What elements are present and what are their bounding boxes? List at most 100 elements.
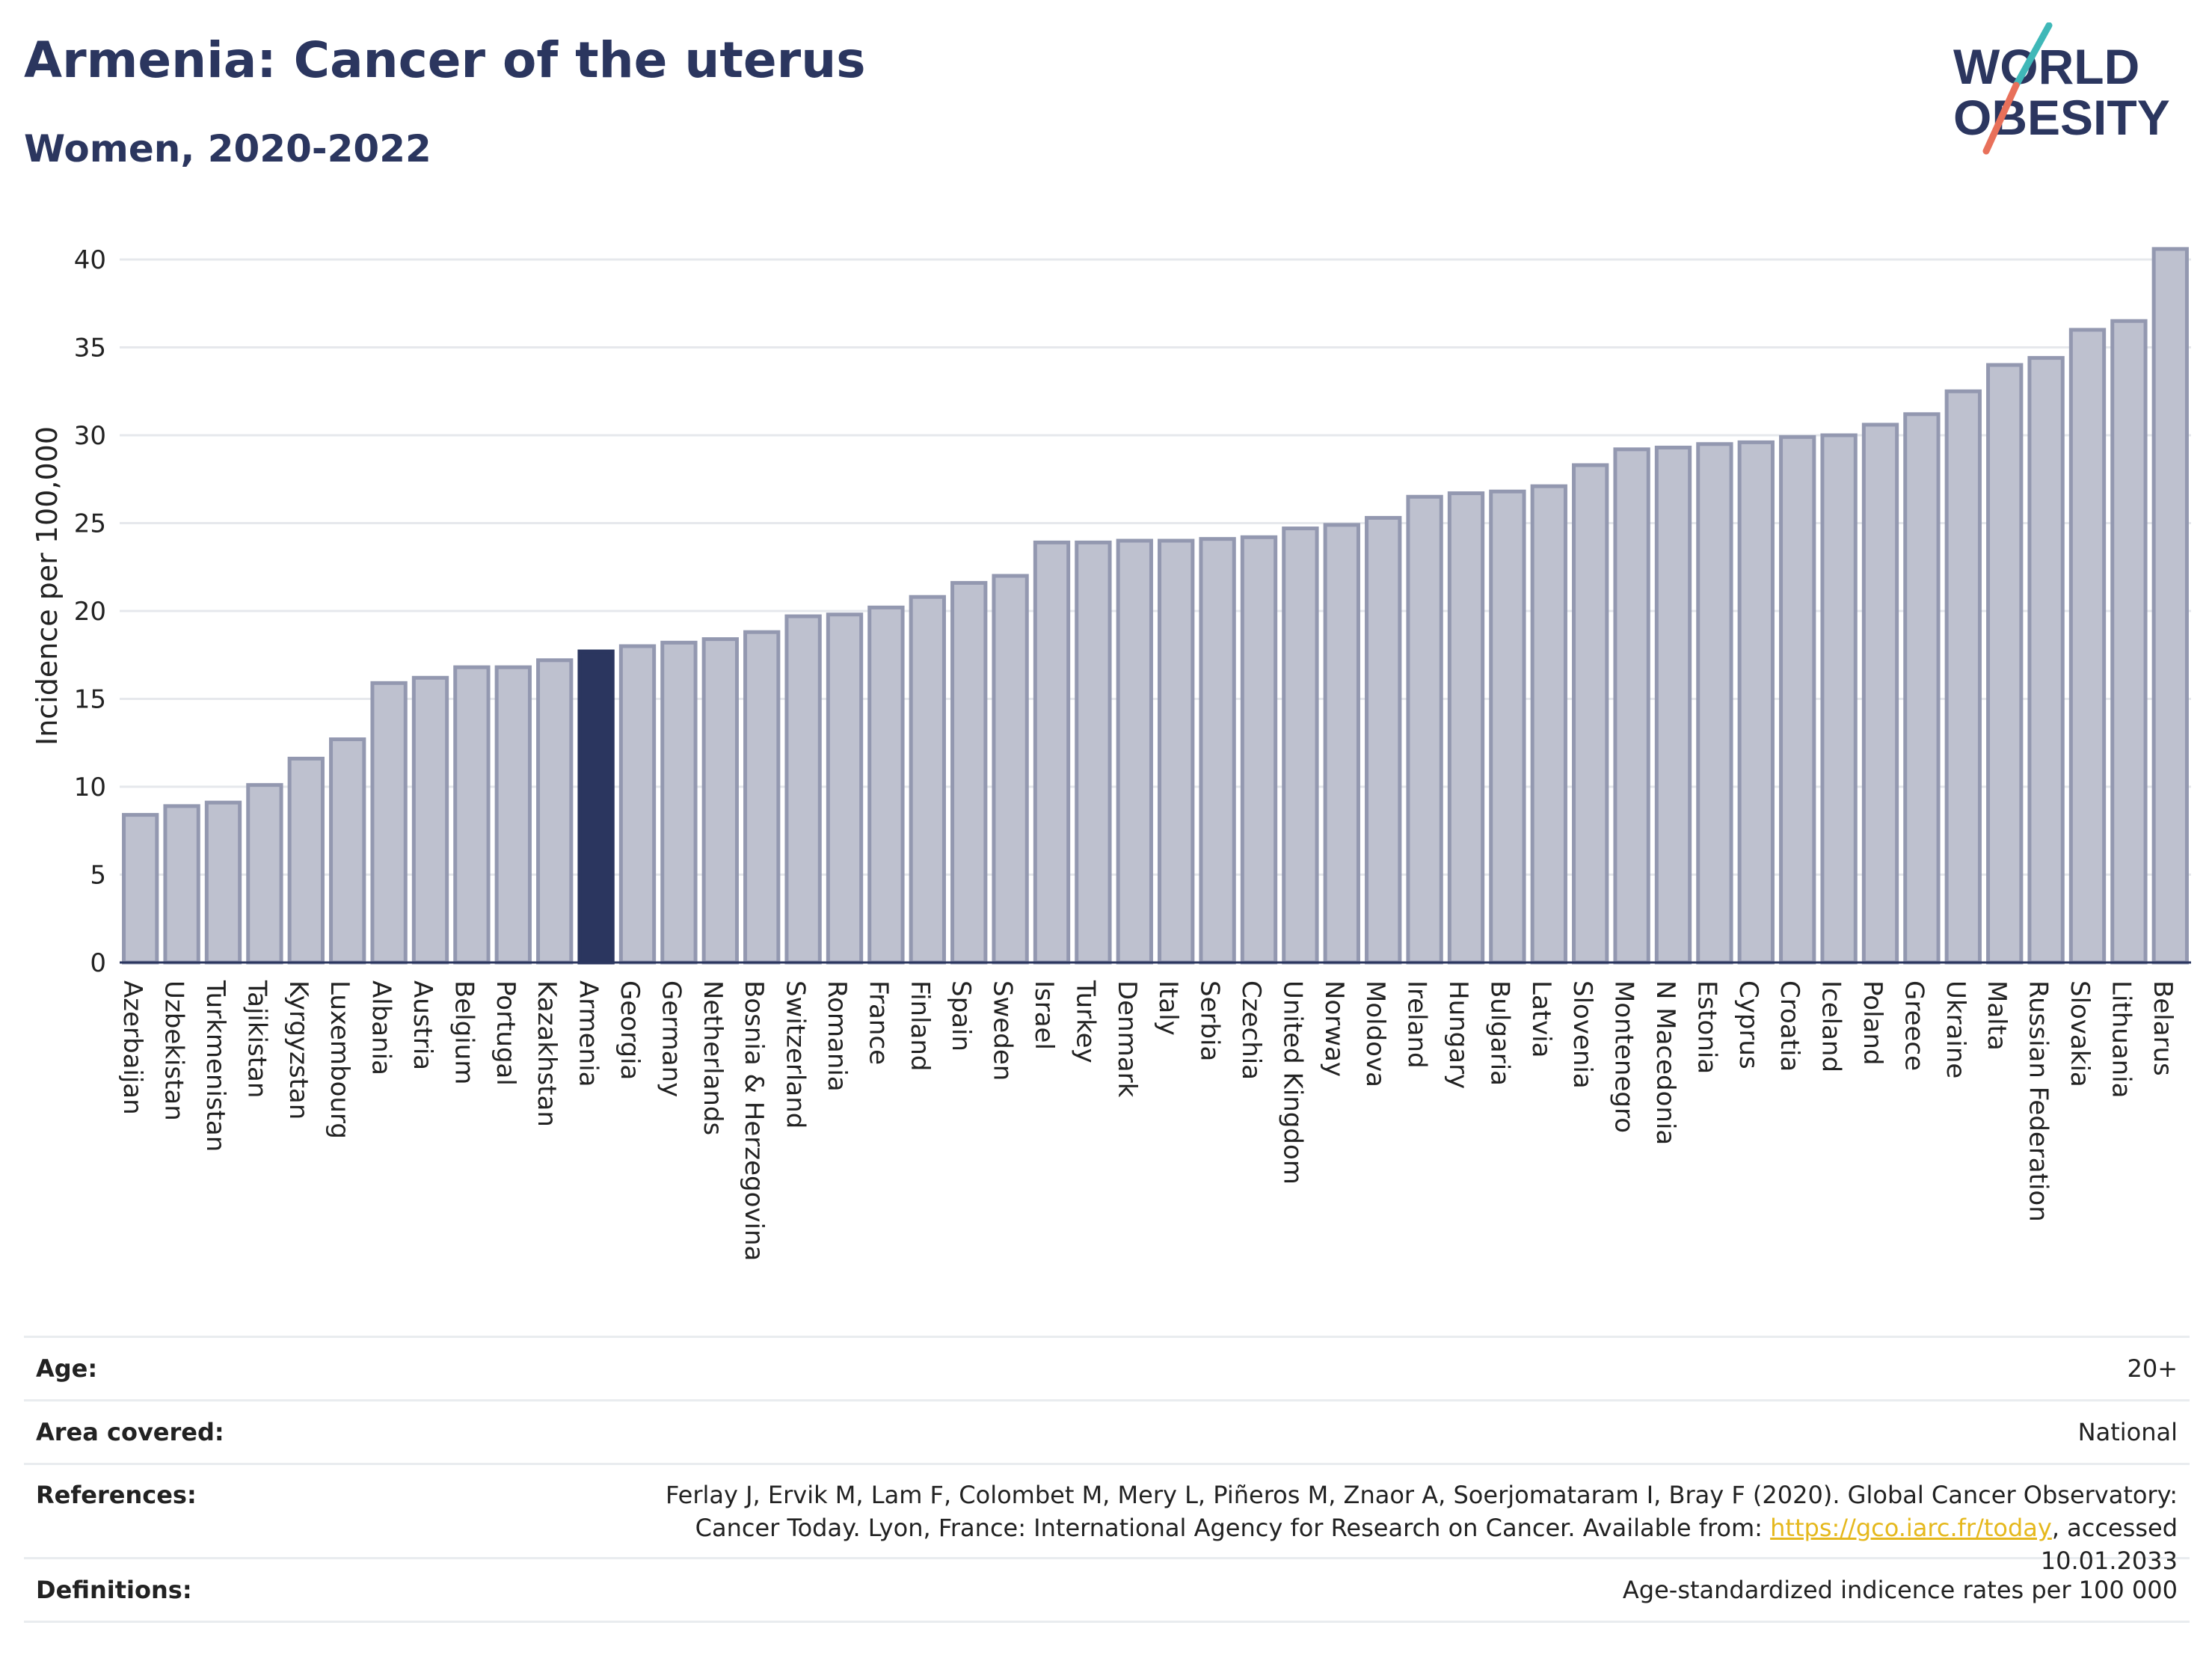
page-title: Armenia: Cancer of the uterus (24, 31, 866, 89)
references-suffix: , accessed 10.01.2033 (2040, 1514, 2178, 1575)
x-tick-label: Azerbaijan (117, 980, 147, 1115)
bar-italy[interactable] (1158, 538, 1195, 965)
meta-row-age: Age: 20+ (24, 1336, 2190, 1399)
x-tick-label: Tajikistan (242, 980, 271, 1098)
bar-n-macedonia[interactable] (1654, 445, 1692, 965)
x-tick-label: Albania (366, 980, 396, 1075)
meta-row-definitions: Definitions: Age-standardized indicence … (24, 1557, 2190, 1623)
bar-cyprus[interactable] (1737, 440, 1775, 965)
references-value: Ferlay J, Ervik M, Lam F, Colombet M, Me… (607, 1479, 2190, 1577)
x-tick-label: Belgium (449, 980, 479, 1084)
x-tick-label: Lithuania (2106, 980, 2136, 1098)
bar-azerbaijan[interactable] (122, 813, 159, 965)
y-tick-label: 15 (74, 685, 106, 715)
x-tick-label: Malta (1982, 980, 2012, 1051)
bar-austria[interactable] (411, 675, 449, 965)
x-tick-label: Armenia (574, 980, 603, 1087)
x-tick-label: Croatia (1775, 980, 1804, 1072)
bar-finland[interactable] (909, 595, 946, 965)
references-label: References: (36, 1481, 197, 1509)
x-tick-label: Kyrgyzstan (283, 980, 313, 1120)
bar-hungary[interactable] (1447, 491, 1485, 965)
bar-slovakia[interactable] (2068, 328, 2107, 965)
y-tick-label: 5 (90, 861, 106, 891)
bar-greece[interactable] (1903, 412, 1941, 965)
bar-denmark[interactable] (1116, 538, 1153, 965)
bar-albania[interactable] (370, 681, 408, 965)
bar-moldova[interactable] (1365, 515, 1402, 965)
x-tick-label: Belarus (2148, 980, 2178, 1076)
x-tick-label: Norway (1319, 980, 1349, 1077)
bar-germany[interactable] (660, 640, 698, 965)
bar-uzbekistan[interactable] (163, 804, 200, 965)
bar-czechia[interactable] (1240, 535, 1278, 965)
x-tick-label: Georgia (615, 980, 645, 1080)
x-tick-label: Czechia (1236, 980, 1266, 1080)
logo-line1: WORLD (1953, 39, 2139, 94)
y-tick-label: 30 (74, 421, 106, 451)
bar-slovenia[interactable] (1572, 463, 1609, 965)
bar-portugal[interactable] (494, 665, 532, 965)
x-tick-label: Moldova (1360, 980, 1390, 1087)
bar-tajikistan[interactable] (246, 783, 283, 965)
y-tick-label: 40 (74, 245, 106, 275)
bar-turkey[interactable] (1075, 540, 1112, 965)
bar-russian-federation[interactable] (2027, 356, 2065, 965)
bar-poland[interactable] (1861, 423, 1899, 965)
bar-spain[interactable] (950, 580, 988, 965)
bar-croatia[interactable] (1779, 435, 1816, 965)
bar-montenegro[interactable] (1613, 447, 1650, 965)
bar-latvia[interactable] (1530, 484, 1567, 965)
meta-row-references: References: Ferlay J, Ervik M, Lam F, Co… (24, 1463, 2190, 1575)
bar-belarus[interactable] (2151, 247, 2189, 965)
bar-estonia[interactable] (1696, 442, 1733, 965)
x-tick-label: Latvia (1526, 980, 1556, 1058)
x-tick-label: Iceland (1816, 980, 1846, 1072)
references-text: Ferlay J, Ervik M, Lam F, Colombet M, Me… (666, 1481, 2178, 1542)
bar-luxembourg[interactable] (329, 737, 366, 965)
y-tick-label: 0 (90, 948, 106, 978)
references-link[interactable]: https://gco.iarc.fr/today (1770, 1514, 2052, 1542)
bar-bulgaria[interactable] (1489, 489, 1526, 965)
x-tick-label: Sweden (988, 980, 1018, 1081)
logo-line2: OBESITY (1953, 90, 2170, 145)
bar-armenia[interactable] (577, 649, 615, 965)
bar-netherlands[interactable] (701, 637, 739, 965)
x-tick-label: France (863, 980, 893, 1065)
bar-malta[interactable] (1986, 363, 2024, 965)
bar-belgium[interactable] (453, 665, 491, 965)
x-tick-label: Luxembourg (325, 980, 354, 1139)
bar-switzerland[interactable] (784, 614, 822, 965)
bar-kazakhstan[interactable] (536, 658, 574, 965)
x-tick-label: Cyprus (1733, 980, 1763, 1069)
bar-united-kingdom[interactable] (1282, 526, 1319, 965)
bar-bosnia-herzegovina[interactable] (743, 630, 781, 965)
bar-norway[interactable] (1323, 523, 1360, 965)
bar-kyrgyzstan[interactable] (287, 756, 325, 965)
x-tick-label: Romania (822, 980, 852, 1092)
bar-lithuania[interactable] (2110, 319, 2148, 965)
y-tick-label: 25 (74, 509, 106, 539)
bar-iceland[interactable] (1820, 433, 1858, 965)
bar-turkmenistan[interactable] (204, 800, 242, 965)
bar-serbia[interactable] (1199, 537, 1236, 965)
bar-ukraine[interactable] (1944, 389, 1982, 965)
world-obesity-logo: WORLD OBESITY (1944, 22, 2199, 165)
bar-israel[interactable] (1033, 540, 1071, 965)
x-tick-label: Portugal (491, 980, 520, 1086)
x-tick-label: Kazakhstan (532, 980, 562, 1127)
x-tick-label: Austria (408, 980, 437, 1070)
x-tick-label: Slovakia (2065, 980, 2095, 1087)
x-tick-label: Bulgaria (1484, 980, 1514, 1086)
bar-france[interactable] (867, 605, 905, 965)
bar-sweden[interactable] (992, 574, 1029, 965)
x-tick-label: Ukraine (1941, 980, 1970, 1078)
x-tick-label: Switzerland (781, 980, 811, 1129)
area-label: Area covered: (36, 1418, 224, 1446)
bar-georgia[interactable] (618, 644, 657, 965)
x-tick-label: Serbia (1195, 980, 1225, 1061)
definitions-value: Age-standardized indicence rates per 100… (1622, 1576, 2178, 1604)
bar-ireland[interactable] (1406, 494, 1443, 965)
y-tick-label: 20 (74, 597, 106, 627)
bar-romania[interactable] (826, 612, 864, 965)
